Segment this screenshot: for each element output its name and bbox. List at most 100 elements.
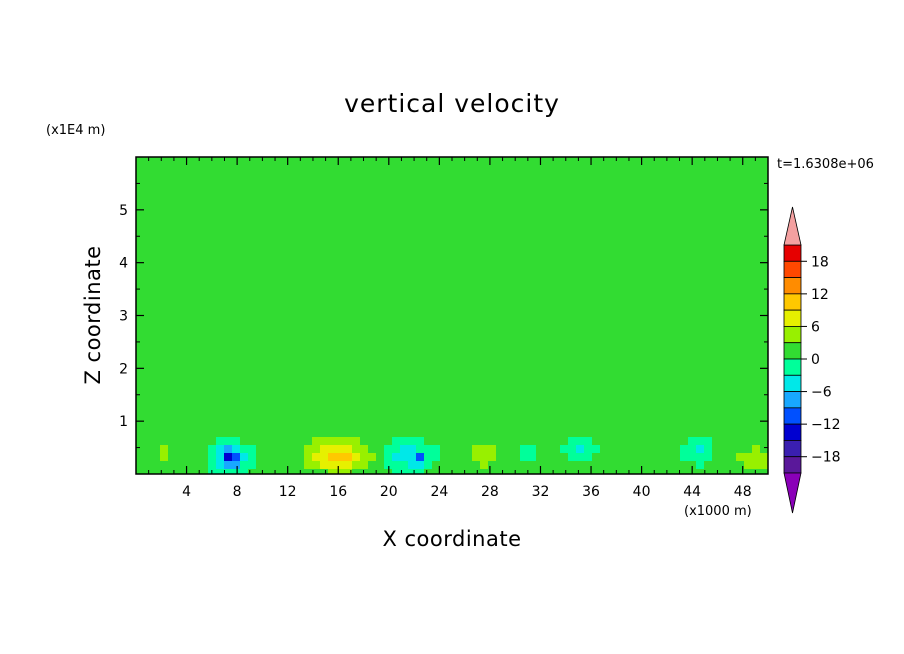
contour-cell — [664, 253, 672, 261]
contour-cell — [296, 173, 304, 181]
contour-cell — [424, 429, 432, 437]
contour-cell — [576, 397, 584, 405]
contour-cell — [584, 237, 592, 245]
contour-cell — [408, 245, 416, 253]
contour-cell — [160, 421, 168, 429]
contour-cell — [272, 173, 280, 181]
contour-cell — [680, 165, 688, 173]
contour-cell — [304, 325, 312, 333]
contour-cell — [440, 349, 448, 357]
contour-cell — [552, 253, 560, 261]
contour-cell — [648, 357, 656, 365]
contour-cell — [416, 245, 424, 253]
contour-cell — [360, 189, 368, 197]
contour-cell — [456, 309, 464, 317]
contour-cell — [408, 453, 416, 461]
contour-cell — [680, 405, 688, 413]
contour-cell — [160, 301, 168, 309]
contour-cell — [248, 453, 256, 461]
contour-cell — [368, 245, 376, 253]
contour-cell — [312, 237, 320, 245]
contour-cell — [232, 373, 240, 381]
contour-cell — [736, 205, 744, 213]
contour-cell — [568, 365, 576, 373]
contour-cell — [672, 333, 680, 341]
contour-cell — [472, 253, 480, 261]
contour-cell — [424, 461, 432, 469]
contour-cell — [424, 301, 432, 309]
contour-cell — [320, 301, 328, 309]
contour-cell — [520, 293, 528, 301]
contour-cell — [448, 197, 456, 205]
contour-cell — [368, 437, 376, 445]
contour-cell — [560, 437, 568, 445]
contour-cell — [440, 269, 448, 277]
colorbar-label: −12 — [811, 417, 841, 433]
contour-cell — [616, 421, 624, 429]
contour-cell — [160, 293, 168, 301]
contour-cell — [344, 445, 352, 453]
contour-cell — [208, 189, 216, 197]
contour-cell — [232, 429, 240, 437]
contour-cell — [248, 157, 256, 165]
contour-cell — [176, 253, 184, 261]
contour-cell — [304, 437, 312, 445]
contour-cell — [376, 245, 384, 253]
contour-cell — [416, 197, 424, 205]
contour-cell — [720, 349, 728, 357]
contour-cell — [624, 365, 632, 373]
contour-cell — [184, 285, 192, 293]
contour-cell — [744, 205, 752, 213]
contour-cell — [200, 317, 208, 325]
contour-cell — [208, 237, 216, 245]
contour-cell — [712, 373, 720, 381]
contour-cell — [704, 245, 712, 253]
contour-cell — [432, 389, 440, 397]
contour-cell — [432, 421, 440, 429]
contour-cell — [192, 293, 200, 301]
contour-cell — [504, 237, 512, 245]
contour-cell — [384, 301, 392, 309]
contour-cell — [392, 421, 400, 429]
contour-cell — [288, 373, 296, 381]
contour-cell — [352, 349, 360, 357]
contour-cell — [752, 333, 760, 341]
contour-cell — [664, 469, 672, 474]
contour-cell — [200, 349, 208, 357]
contour-cell — [296, 365, 304, 373]
contour-cell — [624, 429, 632, 437]
contour-cell — [240, 253, 248, 261]
contour-cell — [352, 301, 360, 309]
contour-cell — [672, 189, 680, 197]
contour-cell — [680, 445, 688, 453]
contour-cell — [696, 325, 704, 333]
contour-cell — [400, 389, 408, 397]
contour-cell — [264, 365, 272, 373]
contour-cell — [416, 413, 424, 421]
contour-cell — [720, 293, 728, 301]
contour-cell — [136, 341, 144, 349]
contour-cell — [136, 421, 144, 429]
contour-cell — [600, 357, 608, 365]
contour-cell — [368, 269, 376, 277]
contour-cell — [464, 293, 472, 301]
contour-cell — [576, 437, 584, 445]
contour-cell — [152, 373, 160, 381]
contour-cell — [384, 269, 392, 277]
contour-cell — [616, 165, 624, 173]
contour-cell — [328, 237, 336, 245]
contour-cell — [752, 325, 760, 333]
contour-cell — [736, 421, 744, 429]
contour-cell — [224, 437, 232, 445]
contour-cell — [456, 277, 464, 285]
contour-cell — [448, 389, 456, 397]
contour-cell — [368, 365, 376, 373]
contour-cell — [376, 309, 384, 317]
contour-cell — [160, 469, 168, 474]
contour-cell — [584, 373, 592, 381]
contour-cell — [752, 213, 760, 221]
contour-cell — [320, 373, 328, 381]
contour-cell — [160, 173, 168, 181]
contour-cell — [504, 301, 512, 309]
contour-cell — [680, 341, 688, 349]
